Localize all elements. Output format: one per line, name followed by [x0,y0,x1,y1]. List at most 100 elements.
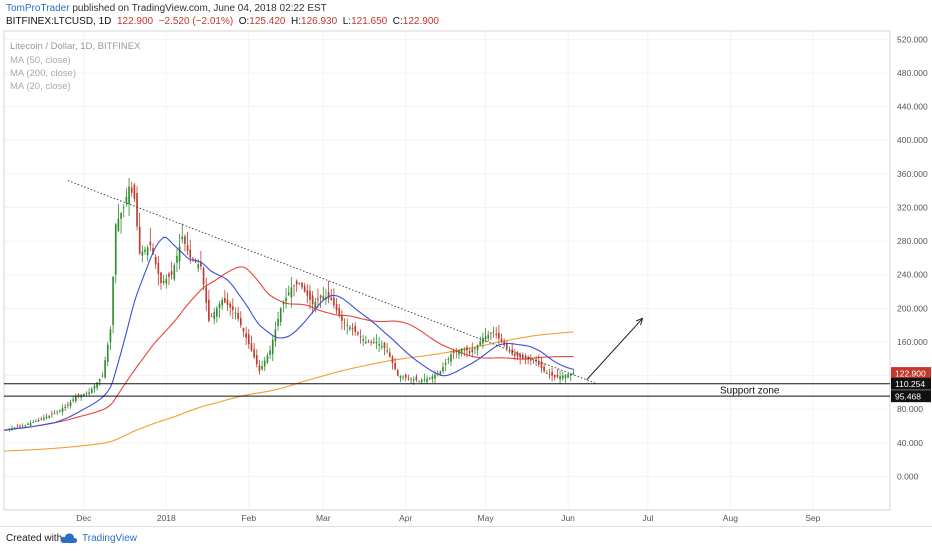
tradingview-brand[interactable]: TradingView [82,533,138,544]
candles[interactable] [5,178,575,432]
candle[interactable] [378,336,380,352]
candle[interactable] [335,298,338,315]
candle[interactable] [447,356,450,364]
candle[interactable] [375,334,378,349]
candle[interactable] [444,358,447,372]
candle[interactable] [29,420,32,427]
candle[interactable] [567,373,569,379]
candle[interactable] [396,368,399,377]
candle[interactable] [37,417,40,423]
candle[interactable] [452,348,455,360]
candle[interactable] [455,348,458,359]
candle[interactable] [418,380,420,383]
candle[interactable] [428,376,431,381]
candle[interactable] [181,223,184,244]
candle[interactable] [160,271,162,290]
candle[interactable] [154,254,157,269]
candle[interactable] [333,288,335,309]
candle[interactable] [266,352,269,364]
candle[interactable] [253,342,255,360]
candle[interactable] [559,370,561,384]
candle[interactable] [527,355,529,365]
candle[interactable] [314,297,317,313]
candle[interactable] [482,332,484,349]
candle[interactable] [327,280,330,304]
candle[interactable] [261,360,263,371]
candle[interactable] [282,300,285,313]
candle[interactable] [423,373,426,383]
candle[interactable] [202,266,205,291]
candle[interactable] [255,349,258,368]
candle[interactable] [522,352,524,361]
candle[interactable] [205,277,208,311]
candle[interactable] [112,276,114,334]
candle[interactable] [431,373,434,383]
candle[interactable] [468,347,471,356]
candle[interactable] [101,372,104,378]
candle[interactable] [122,203,125,218]
candle[interactable] [388,348,391,358]
candle[interactable] [346,318,349,335]
candle[interactable] [40,416,43,421]
candle[interactable] [365,335,367,345]
candle[interactable] [178,233,181,270]
candle[interactable] [495,327,498,339]
candle[interactable] [144,246,146,255]
candle[interactable] [561,371,564,381]
candle[interactable] [218,301,221,319]
candle[interactable] [492,326,495,338]
candle[interactable] [564,374,567,383]
candle[interactable] [120,212,122,234]
candle[interactable] [229,301,231,316]
candle[interactable] [322,286,325,302]
candle[interactable] [471,342,474,358]
candle[interactable] [247,328,250,349]
candle[interactable] [343,318,346,331]
candle[interactable] [184,234,186,252]
candle[interactable] [298,282,301,285]
candle[interactable] [224,290,226,304]
candle[interactable] [72,395,75,403]
candle[interactable] [543,363,545,374]
candle[interactable] [130,181,133,197]
candle[interactable] [290,276,293,308]
candle[interactable] [141,245,144,263]
candle[interactable] [450,350,452,366]
candle[interactable] [490,332,492,341]
candle[interactable] [45,413,48,420]
candle[interactable] [114,222,117,284]
candle[interactable] [234,307,237,320]
candle[interactable] [109,326,112,350]
candle[interactable] [498,325,500,346]
candle[interactable] [287,285,290,296]
candle[interactable] [519,352,521,365]
candle[interactable] [319,294,322,308]
candle[interactable] [242,327,245,338]
candle[interactable] [442,362,444,374]
candle[interactable] [239,311,242,329]
candle[interactable] [77,393,80,399]
candle[interactable] [309,284,311,310]
candle[interactable] [216,306,218,323]
candle[interactable] [221,297,223,311]
candle[interactable] [410,377,412,385]
candle[interactable] [569,372,572,382]
candle[interactable] [301,282,303,290]
candle[interactable] [186,231,189,256]
candle[interactable] [362,334,365,347]
candle[interactable] [399,375,402,383]
candle[interactable] [293,284,295,297]
candle[interactable] [476,344,479,356]
candle[interactable] [479,336,482,346]
candle[interactable] [279,307,282,326]
candle[interactable] [67,401,69,409]
candle[interactable] [354,322,357,336]
candle[interactable] [511,342,514,356]
candle[interactable] [165,274,168,289]
candle[interactable] [351,322,354,336]
candle[interactable] [269,345,271,360]
candle[interactable] [176,248,178,273]
candle[interactable] [93,384,96,393]
candle[interactable] [263,356,266,372]
candle[interactable] [516,350,519,361]
